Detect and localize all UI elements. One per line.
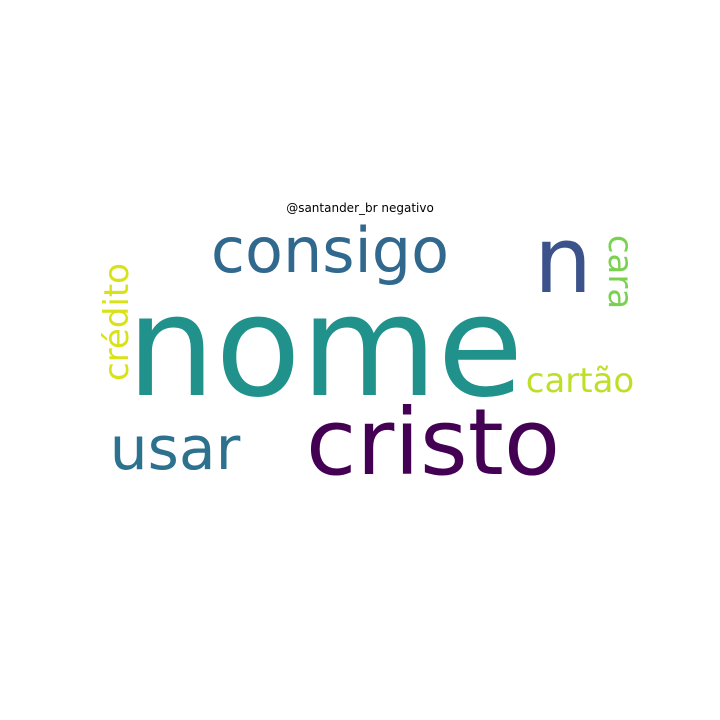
- cloud-word-cara: cara: [600, 235, 640, 309]
- cloud-word-cartão: cartão: [526, 361, 634, 401]
- cloud-word-nome: nome: [127, 266, 524, 429]
- cloud-word-cristo: cristo: [306, 389, 560, 496]
- wordcloud-title: @santander_br negativo: [286, 201, 434, 215]
- cloud-word-consigo: consigo: [211, 214, 449, 287]
- cloud-word-crédito: crédito: [97, 263, 137, 381]
- cloud-word-usar: usar: [110, 414, 241, 484]
- cloud-word-n: n: [534, 207, 592, 314]
